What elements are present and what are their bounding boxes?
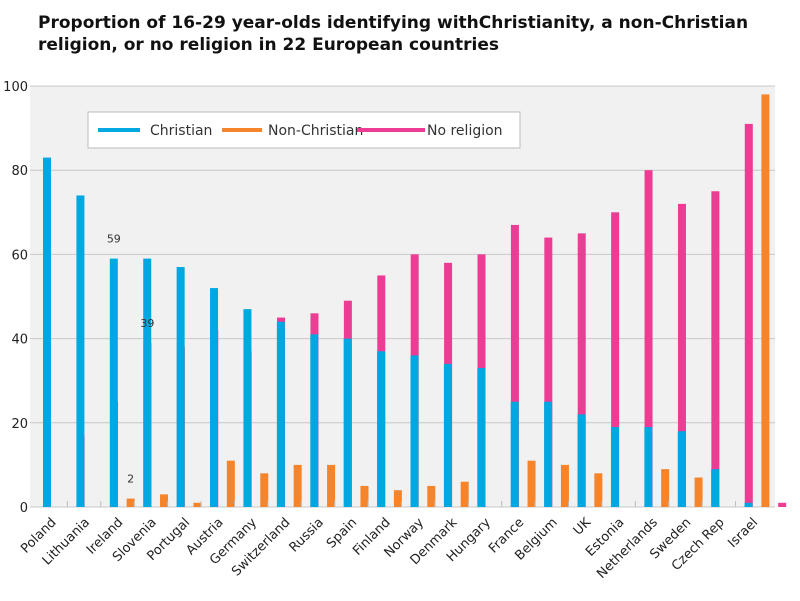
bar-christian-spain [343,338,352,507]
bar-no-religion-czech-rep [744,123,753,507]
bar-christian-hungary [477,368,486,507]
bar-non-christian-russia [327,464,336,507]
bar-no-religion-hungary [510,224,519,507]
legend-label: Non-Christian [268,123,363,139]
bar-christian-finland [377,351,386,507]
y-tick-label: 60 [11,248,28,263]
y-tick-label: 100 [3,80,28,95]
legend-label: Christian [150,123,212,139]
bar-christian-netherlands [644,427,653,507]
chart-title: Proportion of 16-29 year-olds identifyin… [38,13,749,55]
bar-christian-russia [310,334,319,507]
bar-non-christian-germany [260,473,269,507]
bar-no-religion-belgium [577,233,586,507]
bar-no-religion-netherlands [677,203,686,507]
bar-no-religion-uk [611,212,620,508]
legend-label: No religion [427,123,503,139]
y-tick-label: 80 [11,164,28,179]
bar-christian-slovenia [143,258,152,507]
x-tick-label: Israel [725,515,761,551]
bar-christian-denmark [443,363,452,507]
bar-non-christian-netherlands [661,469,670,507]
x-tick-label: UK [571,515,595,539]
bar-christian-estonia [610,427,619,507]
bar-non-christian-sweden [694,477,703,507]
y-tick-label: 40 [11,333,28,348]
x-tick-label: Russia [287,515,327,555]
bar-no-religion-estonia [644,170,653,507]
y-tick-label: 0 [20,501,28,516]
bar-non-christian-switzerland [293,464,302,507]
bar-non-christian-denmark [460,481,469,507]
bar-non-christian-finland [393,490,402,507]
bar-christian-lithuania [76,195,85,507]
bar-christian-israel [744,502,753,507]
bar-non-christian-ireland [126,498,135,507]
bar-christian-uk [577,414,586,507]
data-label: 59 [107,233,121,246]
data-label: 39 [140,317,154,330]
bar-no-religion-sweden [711,191,720,507]
bar-non-christian-austria [226,460,235,507]
bar-christian-belgium [544,401,553,507]
data-label: 2 [127,473,134,486]
y-tick-label: 20 [11,417,28,432]
bar-christian-norway [410,355,419,507]
bar-non-christian-norway [427,485,436,507]
bar-christian-germany [243,309,252,507]
bar-non-christian-france [527,460,536,507]
bar-non-christian-uk [594,473,603,507]
bar-christian-switzerland [276,321,285,507]
legend-box [87,111,521,149]
bar-christian-czech-rep [711,469,720,507]
bar-christian-sweden [677,431,686,507]
bar-christian-portugal [176,267,185,507]
bar-christian-poland [43,157,51,507]
plot-area [30,86,775,507]
bar-non-christian-israel [761,94,770,508]
bar-christian-france [510,401,519,507]
bar-non-christian-portugal [193,502,202,507]
bar-no-religion-israel [778,502,787,507]
bar-no-religion-france [544,237,553,507]
bar-non-christian-slovenia [160,494,169,507]
bar-christian-austria [210,288,219,507]
bar-non-christian-spain [360,485,369,507]
bar-non-christian-belgium [560,464,569,507]
bar-christian-ireland [109,258,118,507]
